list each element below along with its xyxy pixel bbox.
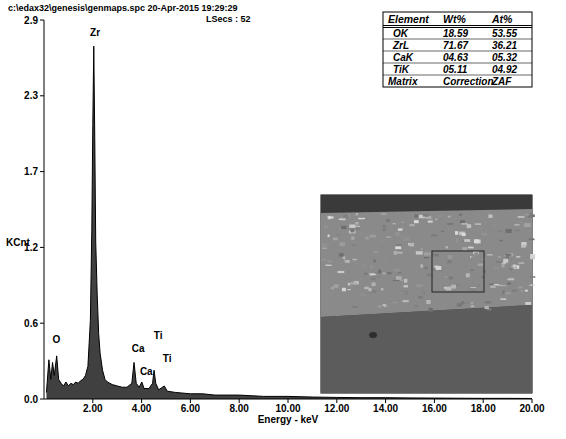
table-cell: 18.59: [443, 28, 468, 39]
y-tick-label: 0.6: [24, 318, 38, 329]
x-tick-label: 12.00: [324, 403, 349, 414]
peak-label: Ca: [132, 343, 145, 354]
live-seconds: LSecs : 52: [206, 14, 251, 24]
x-tick-label: 10.00: [275, 403, 300, 414]
spectrum-line: [46, 46, 532, 398]
y-axis: [44, 20, 45, 399]
scan-area-box: [432, 251, 484, 292]
table-cell: 05.11: [443, 64, 468, 75]
table-cell: 36.21: [492, 40, 517, 51]
peak-label: Ti: [163, 353, 172, 364]
plot-area: [46, 46, 532, 399]
table-cell: OK: [393, 28, 409, 39]
table-cell: 04.92: [492, 64, 517, 75]
x-tick-label: 18.00: [471, 403, 496, 414]
table-cell: Correction: [443, 76, 494, 87]
y-axis-title: KCnt: [6, 237, 31, 248]
table-cell: TiK: [393, 64, 410, 75]
y-tick: [40, 247, 44, 248]
x-axis-title: Energy - keV: [258, 414, 319, 425]
file-header: c:\edax32\genesis\genmaps.spc 20-Apr-201…: [8, 3, 238, 13]
y-tick-label: 0.0: [24, 394, 38, 405]
table-header: Element: [388, 13, 429, 25]
table-cell: Matrix: [388, 76, 418, 87]
x-tick-label: 6.00: [181, 403, 201, 414]
table-cell: 04.63: [443, 52, 468, 63]
peak-label: Ti: [154, 330, 163, 341]
x-tick-label: 16.00: [422, 403, 447, 414]
table-cell: 71.67: [443, 40, 468, 51]
x-tick-label: 2.00: [83, 403, 103, 414]
table-cell: 05.32: [492, 52, 517, 63]
table-cell: 53.55: [492, 28, 517, 39]
y-tick: [40, 399, 44, 400]
y-tick-label: 2.9: [24, 15, 38, 26]
quant-table: Element Wt% At% OK 18.59 53.55 ZrL 71.67 36.21 Ca…: [383, 12, 532, 87]
y-tick: [40, 171, 44, 172]
y-tick-label: 2.3: [24, 90, 38, 101]
x-tick-label: 8.00: [229, 403, 249, 414]
table-cell: ZrL: [392, 40, 409, 51]
sem-image: [321, 195, 535, 393]
peak-label: Ca: [140, 366, 153, 377]
x-tick-label: 4.00: [132, 403, 152, 414]
table-cell: ZAF: [491, 76, 512, 87]
x-tick-label: 14.00: [373, 403, 398, 414]
x-tick-label: 20.00: [519, 403, 544, 414]
table-cell: CaK: [393, 52, 414, 63]
y-tick: [40, 20, 44, 21]
table-header: At%: [491, 13, 513, 25]
peak-label: O: [53, 334, 61, 345]
peak-label: Zr: [90, 27, 100, 38]
table-header: Wt%: [443, 13, 466, 25]
y-tick-label: 1.7: [24, 166, 38, 177]
y-tick: [40, 95, 44, 96]
y-tick: [40, 323, 44, 324]
spectrum-area: [46, 46, 532, 399]
chart: c:\edax32\genesis\genmaps.spc 20-Apr-201…: [0, 0, 566, 439]
